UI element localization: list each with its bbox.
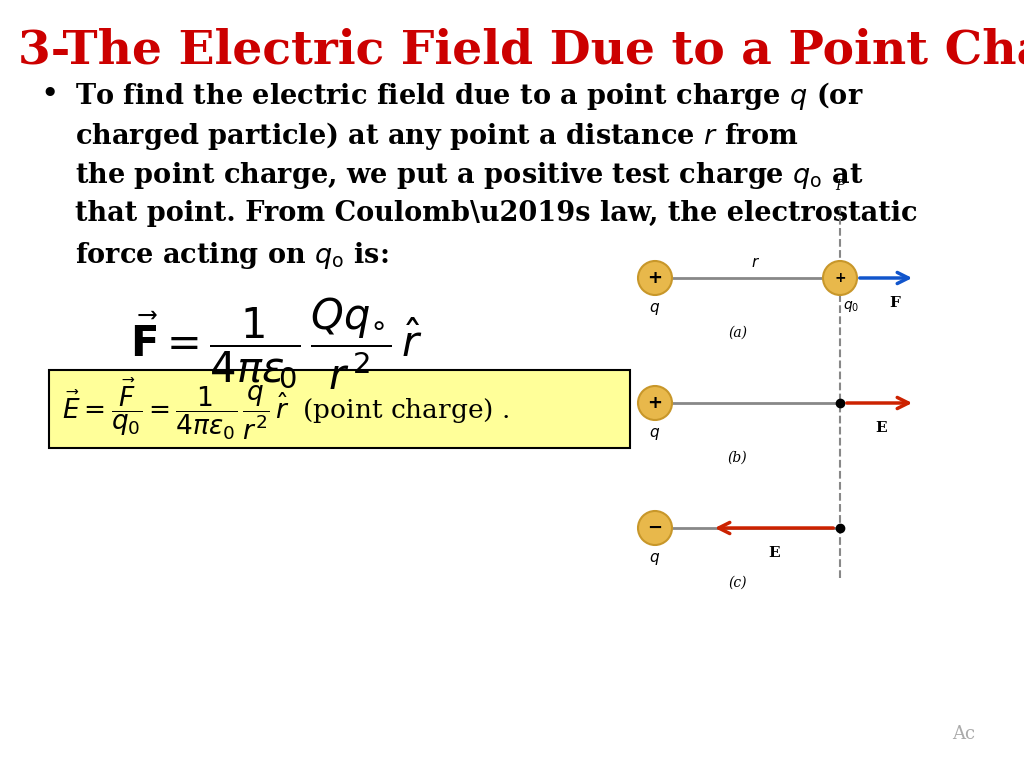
Text: To find the electric field due to a point charge $\mathit{q}$ (or: To find the electric field due to a poin… — [75, 80, 863, 112]
Text: $q_0$: $q_0$ — [843, 299, 859, 314]
Text: $q$: $q$ — [649, 551, 660, 567]
Text: −: − — [647, 519, 663, 537]
Text: 3-The Electric Field Due to a Point Charge: 3-The Electric Field Due to a Point Char… — [18, 28, 1024, 74]
Text: Ac: Ac — [952, 725, 975, 743]
Circle shape — [638, 386, 672, 420]
Text: •: • — [40, 80, 58, 111]
Circle shape — [638, 511, 672, 545]
Text: $\vec{E} = \dfrac{\vec{F}}{q_0} = \dfrac{1}{4\pi\varepsilon_0}\,\dfrac{q}{r^2}\,: $\vec{E} = \dfrac{\vec{F}}{q_0} = \dfrac… — [62, 377, 509, 442]
Text: that point. From Coulomb\u2019s law, the electrostatic: that point. From Coulomb\u2019s law, the… — [75, 200, 918, 227]
Text: E: E — [876, 421, 888, 435]
Text: force acting on $\mathit{q}_\mathrm{o}$ is:: force acting on $\mathit{q}_\mathrm{o}$ … — [75, 240, 389, 271]
Circle shape — [823, 261, 857, 295]
Text: (b): (b) — [728, 451, 748, 465]
Text: F: F — [889, 296, 900, 310]
Text: +: + — [647, 394, 663, 412]
Text: $\vec{\mathbf{F}} = \dfrac{1}{4\pi\varepsilon_{\!0}}\,\dfrac{Qq_{\circ}}{r^{\,2}: $\vec{\mathbf{F}} = \dfrac{1}{4\pi\varep… — [130, 296, 422, 392]
Text: P: P — [836, 179, 845, 193]
Text: the point charge, we put a positive test charge $\mathit{q}_\mathrm{o}$ at: the point charge, we put a positive test… — [75, 160, 863, 191]
Circle shape — [638, 261, 672, 295]
Text: +: + — [835, 271, 846, 285]
FancyBboxPatch shape — [49, 370, 630, 448]
Text: +: + — [647, 269, 663, 287]
Text: (a): (a) — [728, 326, 746, 340]
Text: E: E — [768, 546, 780, 560]
Text: $r$: $r$ — [752, 256, 761, 270]
Text: $q$: $q$ — [649, 426, 660, 442]
Text: $q$: $q$ — [649, 301, 660, 317]
Text: (c): (c) — [728, 576, 746, 590]
Text: charged particle) at any point a distance $\mathit{r}$ from: charged particle) at any point a distanc… — [75, 120, 799, 152]
